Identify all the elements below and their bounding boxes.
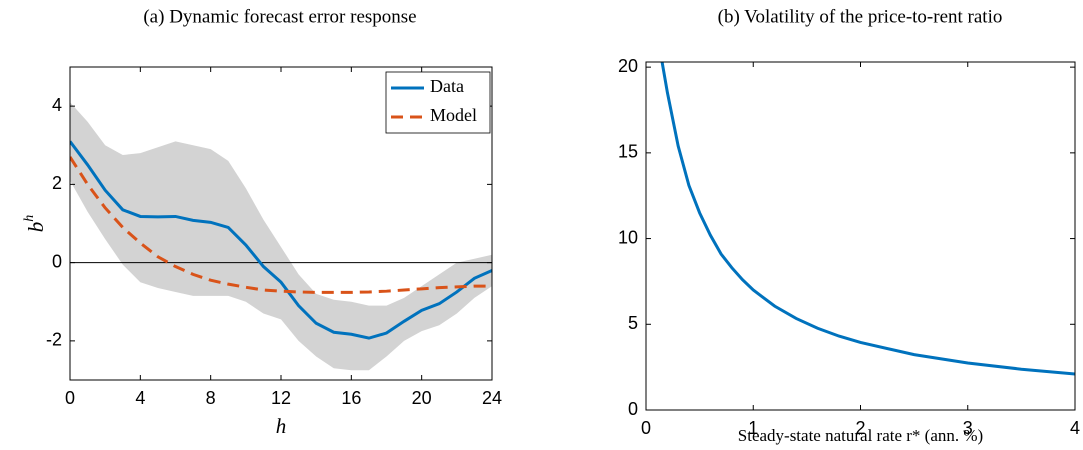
x-tick-label: 3 [963,418,973,438]
x-tick-label: 24 [482,388,502,408]
y-tick-label: 15 [618,142,638,162]
x-tick-label: 2 [855,418,865,438]
x-tick-label: 12 [271,388,291,408]
y-tick-label: 5 [628,313,638,333]
legend-label: Model [430,105,477,125]
legend-box [385,71,491,134]
y-axis-label-sup: h [22,215,37,222]
chart-title: (a) Dynamic forecast error response [143,6,416,27]
x-tick-label: 8 [206,388,216,408]
series-line [660,62,1075,376]
x-tick-label: 1 [748,418,758,438]
x-tick-label: 4 [135,388,145,408]
series-line [70,140,492,340]
legend-label: Data [430,76,464,96]
x-axis-label: Steady-state natural rate r* (ann. %) [738,426,983,445]
x-tick-label: 4 [1070,418,1080,438]
y-tick-label: -2 [46,330,62,350]
chart-title: (b) Volatility of the price-to-rent rati… [718,6,1003,27]
plot-area [70,102,492,371]
y-tick-label: 0 [628,399,638,419]
y-axis-label: bh [22,215,48,233]
y-tick-label: 20 [618,56,638,76]
x-tick-label: 16 [341,388,361,408]
y-tick-label: 10 [618,227,638,247]
x-tick-label: 0 [641,418,651,438]
y-tick-label: 2 [52,173,62,193]
x-axis-label: h [276,414,287,438]
y-axis-label-base: b [24,222,48,233]
x-tick-label: 0 [65,388,75,408]
confidence-band [70,102,492,371]
y-tick-label: 4 [52,95,62,115]
x-tick-label: 20 [412,388,432,408]
y-tick-label: 0 [52,251,62,271]
plot-area [660,62,1075,376]
series-line [70,156,492,294]
